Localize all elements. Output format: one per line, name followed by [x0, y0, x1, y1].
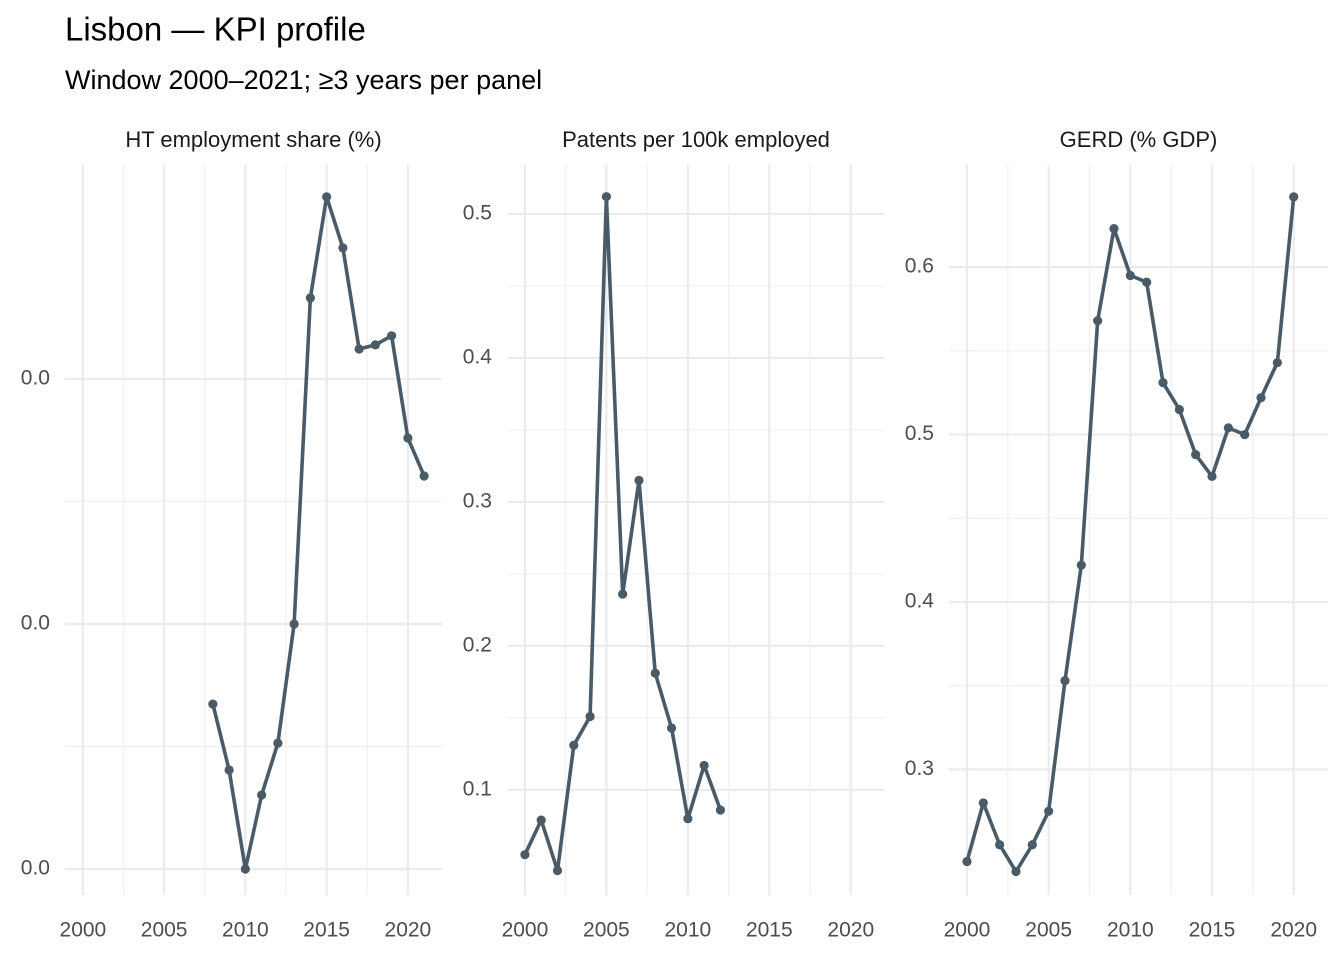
- x-tick-label: 2010: [1107, 919, 1154, 942]
- x-tick-label: 2005: [1025, 919, 1072, 942]
- x-tick-label: 2020: [385, 919, 432, 942]
- data-point: [1076, 560, 1086, 570]
- data-point: [552, 865, 563, 876]
- data-point: [1027, 840, 1037, 850]
- y-tick-label: 0.0: [21, 857, 50, 880]
- data-point: [634, 475, 644, 485]
- data-point: [370, 340, 380, 350]
- data-point: [387, 331, 397, 341]
- data-point: [715, 805, 726, 815]
- data-point: [601, 192, 611, 202]
- data-point: [273, 738, 283, 748]
- data-point: [1060, 676, 1070, 686]
- x-tick-label: 2020: [827, 919, 874, 942]
- data-point: [1289, 192, 1299, 202]
- panel-title: GERD (% GDP): [1060, 127, 1218, 152]
- y-tick-label: 0.0: [21, 612, 50, 635]
- data-point: [536, 815, 546, 825]
- y-tick-label: 0.4: [905, 590, 935, 613]
- y-tick-label: 0.5: [905, 422, 934, 445]
- data-point: [699, 760, 709, 771]
- y-tick-label: 0.5: [463, 202, 492, 225]
- data-point: [618, 589, 628, 599]
- x-tick-label: 2005: [141, 919, 188, 942]
- data-point: [683, 814, 693, 824]
- x-tick-label: 2000: [502, 919, 549, 942]
- data-point: [1125, 270, 1135, 281]
- x-tick-label: 2000: [944, 919, 991, 942]
- y-tick-label: 0.3: [463, 489, 492, 512]
- data-point: [1174, 404, 1184, 415]
- y-tick-label: 0.1: [463, 777, 492, 800]
- data-point: [962, 856, 972, 867]
- y-tick-label: 0.4: [463, 345, 493, 368]
- y-tick-label: 0.0: [21, 366, 50, 389]
- panel-title: Patents per 100k employed: [562, 127, 830, 152]
- x-tick-label: 2000: [60, 919, 107, 942]
- data-point: [224, 765, 234, 775]
- data-point: [520, 850, 530, 860]
- data-point: [419, 471, 429, 481]
- x-tick-label: 2010: [664, 919, 711, 942]
- y-tick-label: 0.6: [905, 255, 934, 278]
- data-point: [1240, 429, 1250, 440]
- data-point: [1158, 378, 1168, 388]
- data-point: [322, 192, 332, 202]
- y-tick-label: 0.2: [463, 633, 492, 656]
- data-point: [1256, 393, 1266, 403]
- data-point: [650, 668, 660, 678]
- data-point: [1109, 224, 1119, 234]
- data-point: [208, 699, 218, 709]
- data-point: [289, 619, 299, 629]
- data-point: [585, 711, 595, 722]
- chart-title: Lisbon — KPI profile: [65, 11, 366, 48]
- x-tick-label: 2005: [583, 919, 630, 942]
- x-tick-label: 2015: [746, 919, 793, 942]
- x-tick-label: 2015: [1189, 919, 1236, 942]
- data-point: [354, 344, 364, 354]
- y-tick-label: 0.3: [905, 757, 934, 780]
- data-point: [240, 864, 250, 874]
- data-point: [338, 243, 348, 253]
- data-point: [1142, 277, 1152, 287]
- data-point: [1207, 471, 1217, 482]
- chart-subtitle: Window 2000–2021; ≥3 years per panel: [65, 65, 542, 95]
- x-tick-label: 2015: [303, 919, 350, 942]
- panel-title: HT employment share (%): [125, 127, 381, 152]
- data-point: [1272, 357, 1282, 368]
- data-line: [523, 194, 723, 873]
- data-point: [569, 740, 579, 750]
- data-point: [1223, 423, 1233, 433]
- data-point: [1044, 806, 1054, 816]
- data-point: [257, 790, 267, 800]
- data-point: [403, 433, 413, 443]
- data-point: [1093, 316, 1103, 326]
- data-point: [995, 840, 1005, 850]
- data-point: [978, 798, 988, 808]
- data-point: [666, 723, 677, 733]
- x-tick-label: 2010: [222, 919, 269, 942]
- data-point: [1191, 450, 1201, 460]
- data-point: [305, 293, 315, 303]
- x-tick-label: 2020: [1270, 919, 1317, 942]
- data-point: [1011, 866, 1021, 877]
